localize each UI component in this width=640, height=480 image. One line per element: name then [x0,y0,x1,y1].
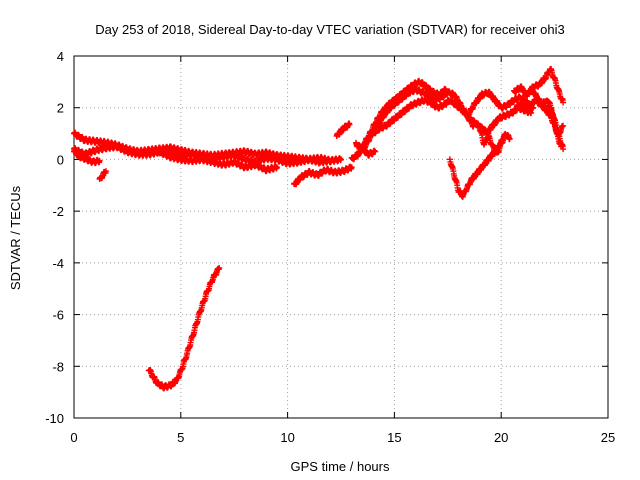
data-point-marks [476,126,513,156]
y-tick-label: -10 [45,411,64,426]
series-arc-14 [466,88,537,118]
series-arc-16 [476,126,513,156]
y-tick-label: 0 [57,152,64,167]
series-arc-6 [156,148,280,175]
series-arc-5 [145,265,223,392]
x-tick-label: 10 [280,430,294,445]
y-tick-label: -8 [52,359,64,374]
series-arc-4 [96,168,109,182]
y-tick-label: 4 [57,49,64,64]
data-point-marks [511,65,567,106]
y-tick-label: -4 [52,256,64,271]
ticks: 0 5 10 15 20 25 -10 -8 -6 -4 -2 0 2 4 [45,49,615,445]
x-tick-label: 5 [177,430,184,445]
x-tick-label: 25 [601,430,615,445]
data-point-marks [370,96,492,138]
series-arc-3 [71,147,103,167]
data-point-marks [291,163,355,188]
data-point-marks [545,98,564,150]
data-point-marks [96,168,109,182]
series-arc-7 [291,163,355,188]
x-tick-label: 15 [387,430,401,445]
series-arc-11 [370,96,492,138]
chart-title: Day 253 of 2018, Sidereal Day-to-day VTE… [95,22,564,37]
data-point-marks [466,88,537,118]
x-axis-label: GPS time / hours [291,459,390,474]
data-point-marks [156,148,280,175]
x-tick-label: 20 [494,430,508,445]
y-tick-label: 2 [57,101,64,116]
data-marks [71,65,567,392]
data-point-marks [333,120,353,139]
y-axis-label: SDTVAR / TECUs [8,185,23,290]
data-point-marks [71,147,103,167]
series-arc-17 [511,65,567,106]
data-point-marks [145,265,223,392]
data-point-marks [353,139,379,159]
y-tick-label: -6 [52,308,64,323]
plot-frame [73,55,609,419]
series-arc-12 [353,139,379,159]
series-arc-20 [545,98,564,150]
x-tick-label: 0 [70,430,77,445]
y-tick-label: -2 [52,204,64,219]
series-arc-8 [333,120,353,139]
